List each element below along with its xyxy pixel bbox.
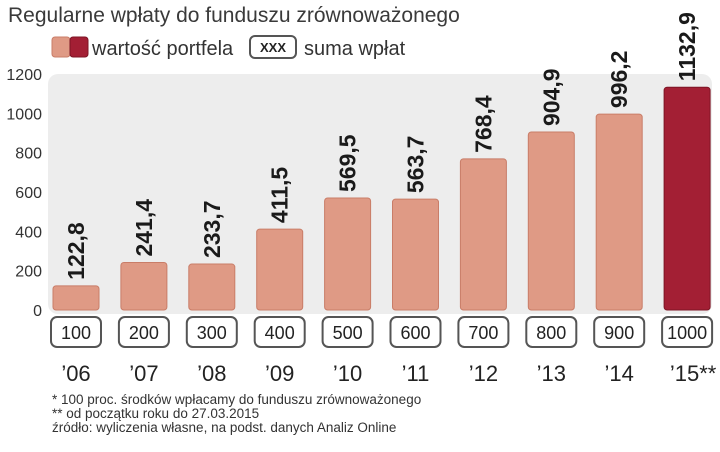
x-tick-label: ’12 [469,361,498,386]
y-axis: 0 200 400 600 800 1000 1200 [6,67,42,320]
sum-box [525,316,578,348]
value-label: 1132,9 [674,12,700,81]
x-tick-label: ’09 [265,361,294,386]
sum-label: 200 [129,323,159,343]
sum-box [321,316,374,348]
sum-label: 400 [265,323,295,343]
y-tick-label: 200 [15,264,42,281]
bar [256,228,304,311]
x-tick-label: ’08 [197,361,226,386]
x-tick-label: ’10 [333,361,362,386]
x-tick-label: ’13 [537,361,566,386]
y-tick-label: 400 [15,224,42,241]
sum-box [50,316,102,348]
bar [663,86,711,311]
value-labels: 122,8 241,4 233,7 411,5 569,5 563,7 768,4 904,9… [63,12,700,280]
footnotes: * 100 proc. środków wpłacamy do funduszu… [52,393,421,435]
x-axis: ’06 ’07 ’08 ’09 ’10 ’11 ’12 ’13 ’14 ’15** [61,361,716,386]
sum-label: 800 [536,323,566,343]
sum-label: 1000 [667,323,707,343]
sum-label: 900 [604,323,634,343]
bar [188,263,236,311]
sum-box [253,316,306,348]
y-tick-label: 800 [15,146,42,163]
sum-label: 500 [333,323,363,343]
sum-box [593,316,646,348]
value-label: 122,8 [63,222,89,280]
value-label: 563,7 [403,136,429,194]
value-label: 241,4 [131,199,157,257]
legend: wartość portfela XXX suma wpłat [51,35,406,60]
legend-label-sum: suma wpłat [304,38,406,60]
sum-box [457,316,510,348]
value-label: 904,9 [538,68,564,126]
bar [324,197,372,311]
sum-boxes: 100 200 300 400 500 600 700 800 900 1000 [50,316,714,348]
value-label: 569,5 [335,134,361,192]
x-tick-label: ’11 [402,361,430,386]
sum-box [389,316,442,348]
y-tick-label: 1200 [6,67,42,84]
chart-title: Regularne wpłaty do funduszu zrównoważon… [8,4,460,27]
value-label: 233,7 [199,200,225,258]
footnote-1: * 100 proc. środków wpłacamy do funduszu… [52,392,422,407]
sum-box [661,316,714,348]
sum-label: 600 [400,323,430,343]
y-tick-label: 600 [15,185,42,202]
bar [459,158,507,311]
y-tick-label: 0 [33,303,42,320]
bars [52,86,711,311]
x-tick-label: ’07 [129,361,158,386]
footnote-2: ** od początku roku do 27.03.2015 [52,406,260,421]
y-tick-label: 1000 [6,106,42,123]
legend-box-text: XXX [260,40,286,55]
sum-label: 300 [197,323,227,343]
x-tick-label: ’06 [61,361,90,386]
bar [392,198,439,311]
legend-label-portfolio: wartość portfela [91,38,234,60]
value-label: 996,2 [606,51,632,109]
sum-label: 100 [61,323,91,343]
value-label: 768,4 [470,95,496,153]
x-tick-label: ’14 [605,361,634,386]
legend-swatch-portfolio [51,36,89,58]
sum-box [117,316,170,348]
sum-label: 700 [468,323,498,343]
bar [52,285,100,311]
footnote-3: źródło: wyliczenia własne, na podst. dan… [52,420,397,435]
sum-box [185,316,238,348]
value-label: 411,5 [267,167,293,223]
x-tick-label: ’15** [670,361,717,386]
legend-swatch-sum [249,35,297,59]
bar [120,262,168,311]
bar [527,131,575,311]
bar [595,113,643,311]
